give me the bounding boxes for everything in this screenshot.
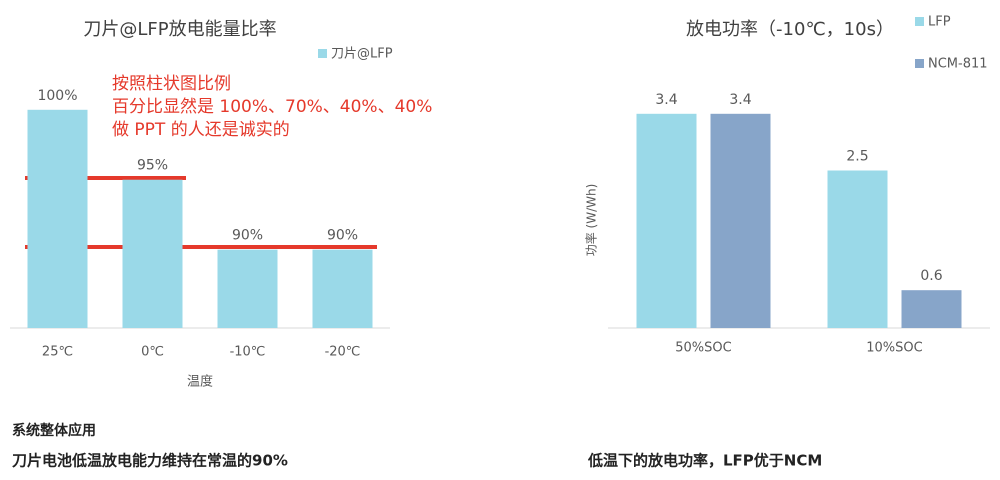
- bar: [636, 113, 697, 328]
- section-title: 系统整体应用: [12, 422, 96, 439]
- chart-title: 刀片@LFP放电能量比率: [83, 19, 276, 40]
- x-tick-label: -10℃: [230, 345, 266, 360]
- value-label: 100%: [37, 88, 77, 104]
- x-tick-label: 25℃: [42, 345, 73, 360]
- value-label: 90%: [232, 228, 263, 244]
- bar: [312, 249, 373, 328]
- bar: [710, 113, 771, 328]
- value-label: 2.5: [846, 149, 868, 165]
- value-label: 3.4: [655, 92, 677, 108]
- bar: [122, 179, 183, 328]
- bar: [901, 290, 962, 328]
- bar: [217, 249, 278, 328]
- annotation-line: 百分比显然是 100%、70%、40%、40%: [112, 97, 432, 117]
- legend-label: LFP: [928, 15, 951, 30]
- caption: 低温下的放电功率，LFP优于NCM: [587, 452, 822, 470]
- value-label: 90%: [327, 228, 358, 244]
- x-axis-label: 温度: [187, 374, 213, 390]
- bar: [27, 109, 88, 328]
- chart-title: 放电功率（-10℃，10s）: [686, 19, 894, 40]
- annotation: 按照柱状图比例 百分比显然是 100%、70%、40%、40% 做 PPT 的人…: [112, 74, 432, 140]
- annotation-line: 按照柱状图比例: [112, 74, 231, 94]
- value-label: 95%: [137, 158, 168, 174]
- y-axis-label: 功率 (W/Wh): [584, 184, 599, 257]
- x-tick-label: 0℃: [141, 345, 164, 360]
- x-tick-label: 10%SOC: [866, 341, 922, 356]
- legend-swatch: [915, 59, 924, 68]
- value-label: 3.4: [729, 92, 751, 108]
- x-tick-label: -20℃: [325, 345, 361, 360]
- value-label: 0.6: [920, 268, 942, 284]
- legend-label: 刀片@LFP: [331, 47, 393, 62]
- annotation-line: 做 PPT 的人还是诚实的: [112, 120, 290, 140]
- x-tick-label: 50%SOC: [675, 341, 731, 356]
- legend-swatch: [318, 49, 327, 58]
- legend-swatch: [915, 17, 924, 26]
- bar: [827, 170, 888, 328]
- legend-label: NCM-811: [928, 57, 988, 72]
- caption: 刀片电池低温放电能力维持在常温的90%: [12, 452, 288, 470]
